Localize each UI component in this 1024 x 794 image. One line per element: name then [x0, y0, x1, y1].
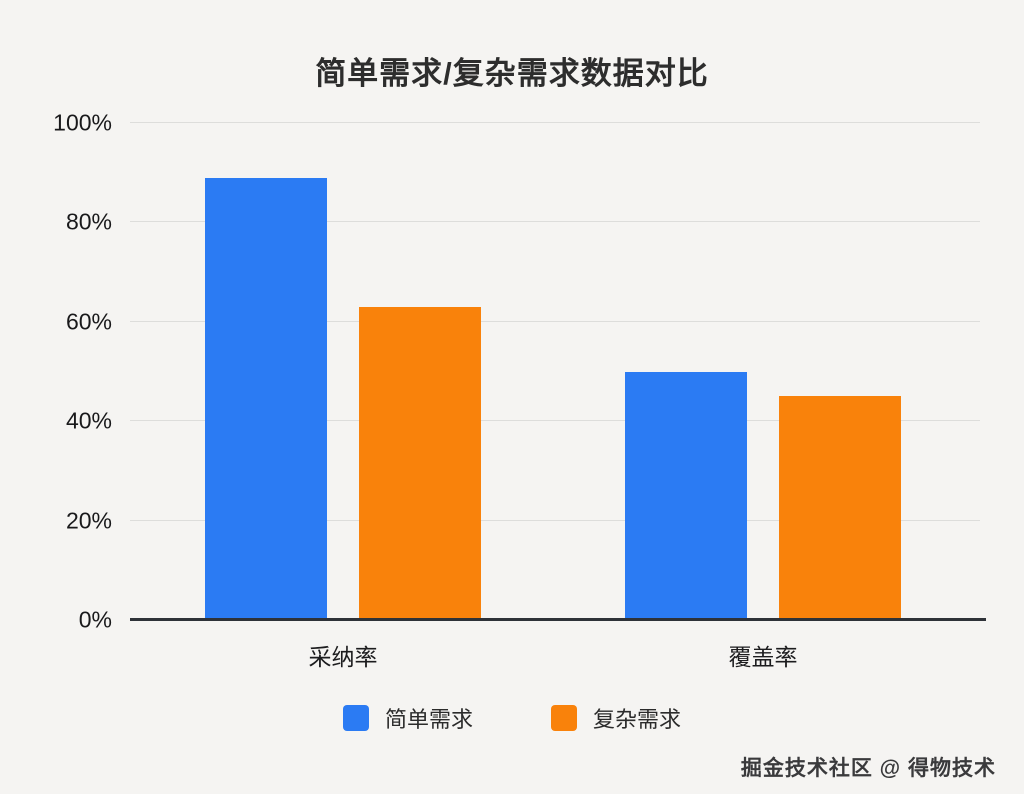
x-tick-label: 覆盖率	[728, 644, 798, 670]
plot-area	[130, 122, 986, 621]
y-tick-label: 40%	[65, 407, 112, 434]
gridline	[130, 420, 980, 422]
gridline	[130, 122, 980, 123]
y-axis-labels: 0% 20% 40% 60% 80% 100%	[0, 110, 112, 633]
x-axis-labels: 采纳率 覆盖率	[130, 638, 980, 678]
legend-item: 复杂需求	[551, 702, 681, 734]
bar-s0-c0	[205, 177, 327, 620]
y-tick-label: 0%	[78, 606, 112, 633]
bar-s0-c1	[625, 371, 747, 620]
legend: 简单需求 复杂需求	[0, 702, 1024, 734]
bar-s1-c0	[359, 306, 481, 620]
y-tick-label: 20%	[65, 507, 112, 534]
watermark-text: 掘金技术社区 @ 得物技术	[740, 757, 996, 780]
legend-label: 简单需求	[384, 707, 473, 732]
y-tick-label: 80%	[65, 208, 112, 235]
x-tick-label: 采纳率	[308, 644, 378, 670]
y-tick-label: 60%	[65, 308, 112, 335]
gridline	[130, 221, 980, 223]
legend-swatch-icon	[342, 705, 369, 731]
x-axis-line	[130, 618, 986, 621]
legend-item: 简单需求	[342, 702, 473, 734]
gridline	[130, 320, 980, 322]
gridline	[130, 519, 980, 521]
legend-swatch-icon	[551, 705, 577, 731]
legend-label: 复杂需求	[593, 707, 682, 732]
chart-title: 简单需求/复杂需求数据对比	[315, 56, 709, 91]
y-tick-label: 100%	[53, 109, 112, 136]
bar-s1-c1	[779, 396, 901, 620]
